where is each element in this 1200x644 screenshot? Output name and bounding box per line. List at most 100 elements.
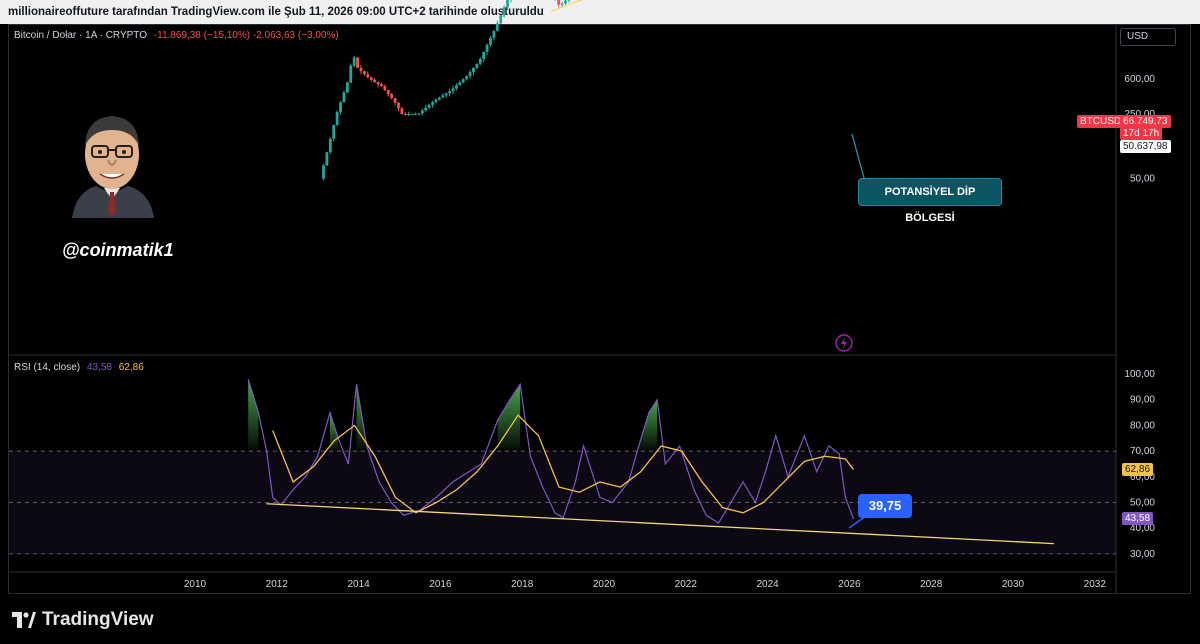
time-tick-label: 2022 bbox=[675, 579, 698, 590]
candle-body bbox=[451, 88, 455, 92]
rsi-callout: 39,75 bbox=[858, 494, 912, 518]
rsi-legend-value: 43,58 bbox=[86, 362, 112, 373]
change-text: -11.869,38 (−15,10%) -2.063,63 (−3,00%) bbox=[153, 30, 339, 41]
rsi-tick-label: 100,00 bbox=[1124, 369, 1155, 380]
rsi-overbought-fill bbox=[497, 384, 521, 452]
candle-body bbox=[437, 97, 441, 100]
time-tick-label: 2030 bbox=[1002, 579, 1025, 590]
candle-body bbox=[475, 63, 479, 68]
candle-body bbox=[495, 23, 499, 31]
time-tick-label: 2014 bbox=[347, 579, 370, 590]
symbol-legend: Bitcoin / Dolar · 1A · CRYPTO -11.869,38… bbox=[14, 30, 339, 41]
rsi-overbought-fill bbox=[248, 379, 259, 452]
candle-body bbox=[461, 79, 465, 83]
candle-body bbox=[482, 51, 486, 59]
candle-body bbox=[424, 107, 428, 111]
candle-body bbox=[356, 57, 359, 68]
candle-body bbox=[393, 98, 397, 103]
candle-body bbox=[567, 0, 571, 1]
candle-body bbox=[557, 0, 561, 5]
price-trendline bbox=[550, 0, 583, 13]
candle-body bbox=[492, 30, 496, 38]
candle-body bbox=[478, 58, 482, 64]
candle-body bbox=[420, 110, 424, 114]
candle-body bbox=[362, 71, 366, 75]
rsi-legend: RSI (14, close) 43,58 62,86 bbox=[14, 362, 144, 373]
rsi-overbought-fill bbox=[638, 399, 658, 452]
candle-body bbox=[458, 82, 462, 86]
author-avatar bbox=[66, 108, 158, 218]
rsi-ma-line bbox=[272, 414, 855, 514]
time-tick-label: 2024 bbox=[756, 579, 779, 590]
candle-body bbox=[407, 113, 411, 115]
candle-body bbox=[502, 7, 506, 16]
rsi-tick-label: 80,00 bbox=[1130, 420, 1155, 431]
candle-body bbox=[335, 111, 339, 125]
candle-body bbox=[383, 86, 387, 91]
candle-body bbox=[485, 44, 489, 52]
footer bbox=[0, 594, 1200, 644]
candle-body bbox=[369, 77, 373, 81]
rsi-overbought-fill bbox=[329, 412, 339, 452]
rsi-tick-label: 30,00 bbox=[1130, 549, 1155, 560]
candle-body bbox=[427, 104, 431, 108]
rsi-trendline bbox=[266, 503, 1054, 545]
time-tick-label: 2028 bbox=[920, 579, 943, 590]
candle-body bbox=[352, 57, 356, 66]
candle-body bbox=[328, 138, 332, 153]
candle-body bbox=[345, 82, 349, 93]
currency-button[interactable]: USD bbox=[1120, 28, 1176, 46]
price-badge: 66.749,73 bbox=[1120, 115, 1171, 128]
candle-body bbox=[325, 152, 329, 166]
time-tick-label: 2010 bbox=[184, 579, 207, 590]
candle-body bbox=[564, 0, 567, 4]
candle-body bbox=[434, 99, 438, 103]
tradingview-logo: TradingView bbox=[12, 609, 154, 631]
candle-body bbox=[397, 102, 400, 109]
candle-body bbox=[373, 80, 377, 83]
candle-body bbox=[400, 108, 404, 114]
candle-body bbox=[441, 95, 445, 98]
candle-body bbox=[465, 76, 469, 80]
candle-body bbox=[359, 67, 363, 72]
candle-body bbox=[322, 165, 325, 179]
candle-body bbox=[417, 113, 421, 115]
candle-body bbox=[366, 74, 370, 78]
ticker-badge: BTCUSD bbox=[1077, 115, 1125, 128]
candle-body bbox=[414, 113, 417, 115]
rsi-badge: 43,58 bbox=[1122, 512, 1154, 525]
price-tick-label: 50,00 bbox=[1130, 174, 1155, 185]
candle-body bbox=[444, 93, 448, 96]
chart-frame[interactable] bbox=[8, 24, 1191, 594]
attribution-bar: millionaireoffuture tarafından TradingVi… bbox=[0, 0, 1200, 24]
candle-body bbox=[468, 72, 472, 77]
rsi-ma-legend-value: 62,86 bbox=[118, 362, 144, 373]
candle-body bbox=[448, 91, 452, 94]
candle-body bbox=[560, 3, 564, 5]
candle-body bbox=[455, 85, 458, 89]
time-tick-label: 2016 bbox=[429, 579, 452, 590]
candle-body bbox=[403, 113, 407, 115]
candle-body bbox=[342, 92, 346, 103]
lightning-icon[interactable] bbox=[835, 334, 853, 352]
candle-body bbox=[386, 90, 390, 95]
candle-body bbox=[332, 124, 336, 139]
tradingview-logo-icon bbox=[12, 612, 36, 628]
candle-body bbox=[380, 84, 383, 87]
candle-body bbox=[339, 102, 342, 112]
time-tick-label: 2018 bbox=[511, 579, 534, 590]
author-handle: @coinmatik1 bbox=[62, 240, 174, 260]
countdown-badge: 17d 17h bbox=[1120, 127, 1163, 140]
candle-body bbox=[349, 65, 353, 83]
level-badge: 50.637,98 bbox=[1120, 140, 1171, 153]
attribution-text: millionaireoffuture tarafından TradingVi… bbox=[8, 6, 544, 18]
symbol-title: Bitcoin / Dolar · 1A · CRYPTO bbox=[14, 30, 148, 41]
dip-zone-callout: POTANSİYEL DİP BÖLGESİ bbox=[858, 178, 1002, 224]
candle-body bbox=[410, 113, 414, 115]
rsi-title: RSI (14, close) bbox=[14, 362, 81, 373]
candle-body bbox=[489, 37, 492, 45]
time-tick-label: 2026 bbox=[838, 579, 861, 590]
time-tick-label: 2020 bbox=[593, 579, 616, 590]
time-tick-label: 2012 bbox=[266, 579, 289, 590]
